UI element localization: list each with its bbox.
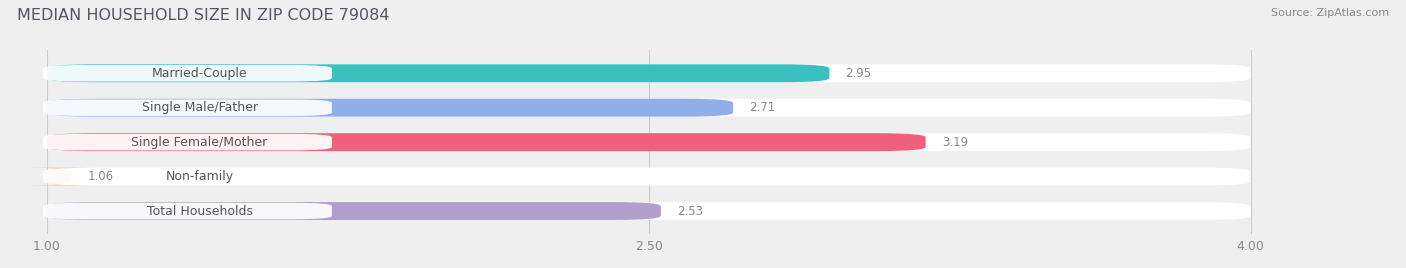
- Text: 3.19: 3.19: [942, 136, 967, 149]
- Text: Married-Couple: Married-Couple: [152, 67, 247, 80]
- FancyBboxPatch shape: [46, 168, 1250, 185]
- Text: 1.06: 1.06: [87, 170, 114, 183]
- FancyBboxPatch shape: [46, 133, 925, 151]
- FancyBboxPatch shape: [46, 133, 1250, 151]
- FancyBboxPatch shape: [44, 203, 332, 219]
- FancyBboxPatch shape: [46, 202, 661, 220]
- Text: Total Households: Total Households: [146, 204, 253, 218]
- FancyBboxPatch shape: [46, 64, 830, 82]
- FancyBboxPatch shape: [46, 202, 1250, 220]
- Text: MEDIAN HOUSEHOLD SIZE IN ZIP CODE 79084: MEDIAN HOUSEHOLD SIZE IN ZIP CODE 79084: [17, 8, 389, 23]
- Text: Non-family: Non-family: [166, 170, 233, 183]
- FancyBboxPatch shape: [46, 64, 1250, 82]
- Text: Single Female/Mother: Single Female/Mother: [131, 136, 267, 149]
- Text: Single Male/Father: Single Male/Father: [142, 101, 257, 114]
- FancyBboxPatch shape: [44, 65, 332, 81]
- FancyBboxPatch shape: [46, 99, 1250, 117]
- FancyBboxPatch shape: [44, 168, 332, 185]
- Text: 2.95: 2.95: [845, 67, 872, 80]
- FancyBboxPatch shape: [22, 168, 96, 185]
- FancyBboxPatch shape: [44, 134, 332, 150]
- Text: 2.53: 2.53: [676, 204, 703, 218]
- FancyBboxPatch shape: [44, 99, 332, 116]
- FancyBboxPatch shape: [46, 99, 733, 117]
- Text: 2.71: 2.71: [749, 101, 775, 114]
- Text: Source: ZipAtlas.com: Source: ZipAtlas.com: [1271, 8, 1389, 18]
